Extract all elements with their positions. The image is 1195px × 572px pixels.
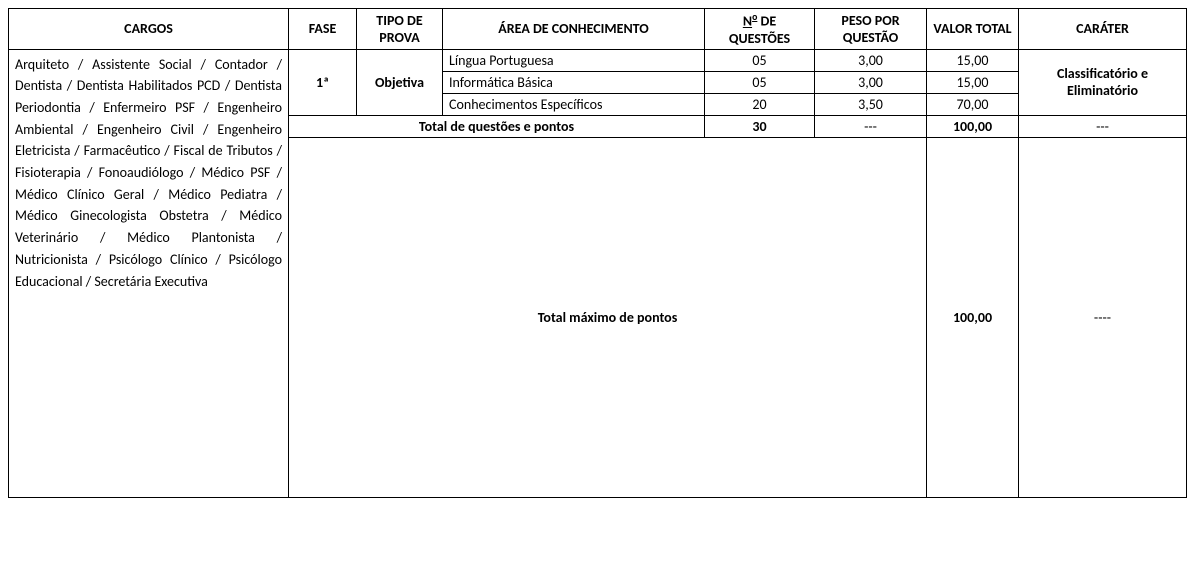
carater-cell: Classificatório e Eliminatório	[1019, 49, 1187, 115]
grade-table: CARGOS FASE TIPO DE PROVA ÁREA DE CONHEC…	[8, 8, 1187, 498]
th-nq-rest: DE QUESTÕES	[729, 13, 790, 47]
valor-0: 15,00	[927, 49, 1019, 71]
valor-2: 70,00	[927, 93, 1019, 115]
valor-1: 15,00	[927, 71, 1019, 93]
th-peso: PESO POR QUESTÃO	[815, 9, 927, 50]
peso-0: 3,00	[815, 49, 927, 71]
th-tipo: TIPO DE PROVA	[357, 9, 443, 50]
th-valor: VALOR TOTAL	[927, 9, 1019, 50]
header-row: CARGOS FASE TIPO DE PROVA ÁREA DE CONHEC…	[9, 9, 1187, 50]
total-max-carater: ----	[1019, 137, 1187, 497]
total-questoes-nq: 30	[705, 115, 815, 137]
area-2: Conhecimentos Específicos	[443, 93, 705, 115]
peso-2: 3,50	[815, 93, 927, 115]
th-fase: FASE	[289, 9, 357, 50]
tipo-cell: Objetiva	[357, 49, 443, 115]
area-0: Língua Portuguesa	[443, 49, 705, 71]
total-questoes-valor: 100,00	[927, 115, 1019, 137]
th-nq: No DE QUESTÕES	[705, 9, 815, 50]
area-1: Informática Básica	[443, 71, 705, 93]
nq-1: 05	[705, 71, 815, 93]
th-cargos: CARGOS	[9, 9, 289, 50]
th-nq-n: N	[743, 13, 752, 30]
fase-cell: 1ª	[289, 49, 357, 115]
data-row-1: Arquiteto / Assistente Social / Contador…	[9, 49, 1187, 71]
total-max-valor: 100,00	[927, 137, 1019, 497]
nq-2: 20	[705, 93, 815, 115]
total-max-label: Total máximo de pontos	[289, 137, 927, 497]
total-questoes-peso: ---	[815, 115, 927, 137]
th-carater: CARÁTER	[1019, 9, 1187, 50]
nq-0: 05	[705, 49, 815, 71]
th-area: ÁREA DE CONHECIMENTO	[443, 9, 705, 50]
total-questoes-label: Total de questões e pontos	[289, 115, 705, 137]
total-questoes-carater: ---	[1019, 115, 1187, 137]
cargos-cell: Arquiteto / Assistente Social / Contador…	[9, 49, 289, 497]
peso-1: 3,00	[815, 71, 927, 93]
